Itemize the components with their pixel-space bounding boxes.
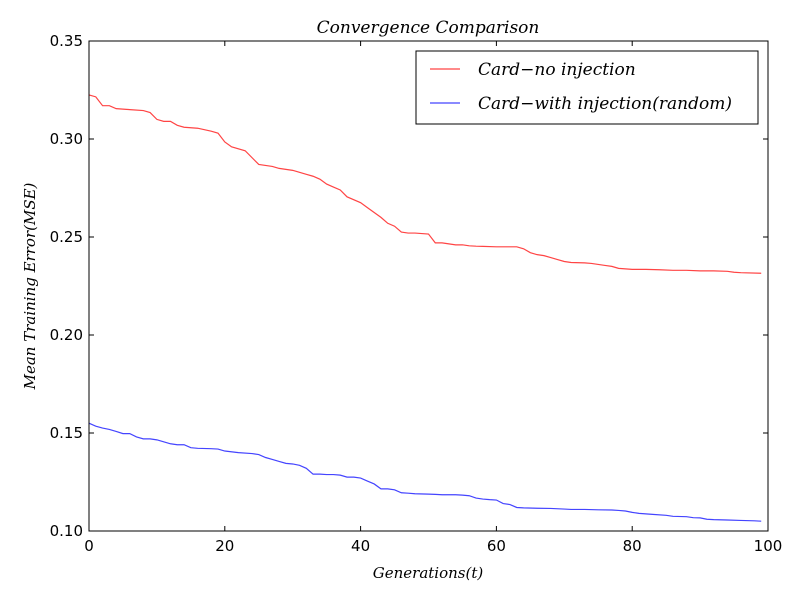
- legend: Card−no injection Card−with injection(ra…: [415, 50, 759, 125]
- chart-title: Convergence Comparison: [317, 18, 540, 38]
- x-axis-label: Generations(t): [373, 564, 484, 582]
- plot-frame: [88, 40, 769, 532]
- series-line-0: [88, 94, 762, 274]
- y-tick-label: 0.30: [50, 130, 83, 148]
- legend-label-with-injection: Card−with injection(random): [478, 94, 732, 114]
- y-tick-label: 0.15: [50, 424, 83, 442]
- x-tick-label: 100: [754, 537, 783, 555]
- x-tick-label: 40: [351, 537, 370, 555]
- axis-layer: 0 20 40 60 80 100 0.10 0.15 0.20 0.25 0.30 0.35: [50, 32, 783, 555]
- y-tick-label: 0.10: [50, 522, 83, 540]
- x-tick-label: 0: [84, 537, 94, 555]
- y-tick-label: 0.20: [50, 326, 83, 344]
- y-tick-label: 0.25: [50, 228, 83, 246]
- y-tick-label: 0.35: [50, 32, 83, 50]
- legend-label-no-injection: Card−no injection: [478, 60, 636, 80]
- x-tick-label: 60: [487, 537, 506, 555]
- y-axis-label: Mean Training Error(MSE): [21, 182, 39, 390]
- series-line-1: [88, 422, 762, 522]
- legend-box: [415, 50, 759, 125]
- x-tick-label: 20: [215, 537, 234, 555]
- x-tick-label: 80: [623, 537, 642, 555]
- series-layer: [88, 94, 762, 522]
